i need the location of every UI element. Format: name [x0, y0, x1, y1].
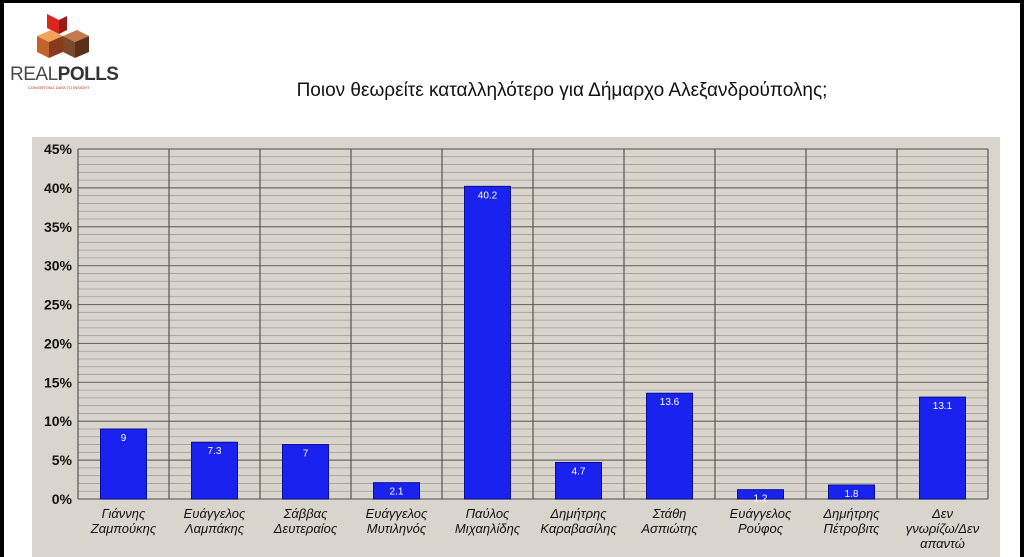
- frame-right-border: [1020, 0, 1024, 557]
- realpolls-logo: REALPOLLS CONVERTING DATA TO INSIGHT: [8, 14, 119, 94]
- bar: [919, 396, 966, 500]
- x-category-label: Ευάγγελος Ρούφος: [730, 506, 792, 536]
- x-category-label: Δεν γνωρίζω/Δεν απαντώ: [906, 506, 980, 551]
- x-category-label: Ευάγγελος Λαμπάκης: [184, 506, 246, 536]
- frame-top-border: [0, 0, 1024, 3]
- bar-value-label: 13.6: [660, 397, 680, 408]
- y-tick-label: 30%: [44, 258, 73, 274]
- bar-value-label: 4.7: [572, 466, 586, 477]
- x-category-label: Ευάγγελος Μυτιληνός: [366, 506, 428, 536]
- bar: [555, 461, 602, 500]
- bar-value-label: 2.1: [390, 487, 404, 498]
- bar: [191, 441, 238, 500]
- bar-value-label: 7.3: [208, 446, 222, 457]
- y-tick-label: 10%: [44, 413, 73, 429]
- x-category-label: Στάθη Ασπιώτης: [640, 506, 698, 536]
- bar: [373, 482, 420, 500]
- bar: [100, 428, 147, 500]
- y-tick-label: 0%: [52, 491, 73, 507]
- y-tick-label: 35%: [44, 219, 73, 235]
- x-category-label: Γιάννης Ζαμπούκης: [90, 506, 157, 536]
- x-category-label: Παύλος Μιχαηλίδης: [455, 506, 521, 536]
- bar: [737, 489, 784, 500]
- frame-left-border: [0, 0, 4, 557]
- chart-title: Ποιον θεωρείτε καταλληλότερο για Δήμαρχο…: [296, 80, 828, 101]
- bar-value-label: 9: [121, 433, 127, 444]
- bar-value-label: 1.8: [845, 489, 859, 500]
- bar: [828, 484, 875, 500]
- x-category-label: Δημήτρης Πέτροβιτς: [822, 506, 880, 536]
- bar: [464, 185, 511, 500]
- y-tick-label: 15%: [44, 374, 73, 390]
- bar-value-label: 7: [303, 449, 309, 460]
- bar-value-label: 13.1: [933, 401, 953, 412]
- y-tick-label: 40%: [44, 180, 73, 196]
- y-tick-label: 45%: [44, 141, 73, 157]
- x-category-label: Σάββας Δευτεραίος: [273, 506, 338, 536]
- y-tick-label: 20%: [44, 335, 73, 351]
- bar: [646, 392, 693, 500]
- bar-value-label: 40.2: [478, 190, 498, 201]
- x-category-label: Δημήτρης Καραβασίλης: [540, 506, 617, 536]
- bar: [282, 444, 329, 500]
- cube-logo-icon: [37, 14, 89, 58]
- bar-value-label: 1.2: [754, 494, 768, 505]
- y-tick-label: 5%: [52, 452, 73, 468]
- brand-name: REALPOLLS: [10, 64, 119, 85]
- brand-tagline: CONVERTING DATA TO INSIGHT: [28, 85, 90, 90]
- y-tick-label: 25%: [44, 297, 73, 313]
